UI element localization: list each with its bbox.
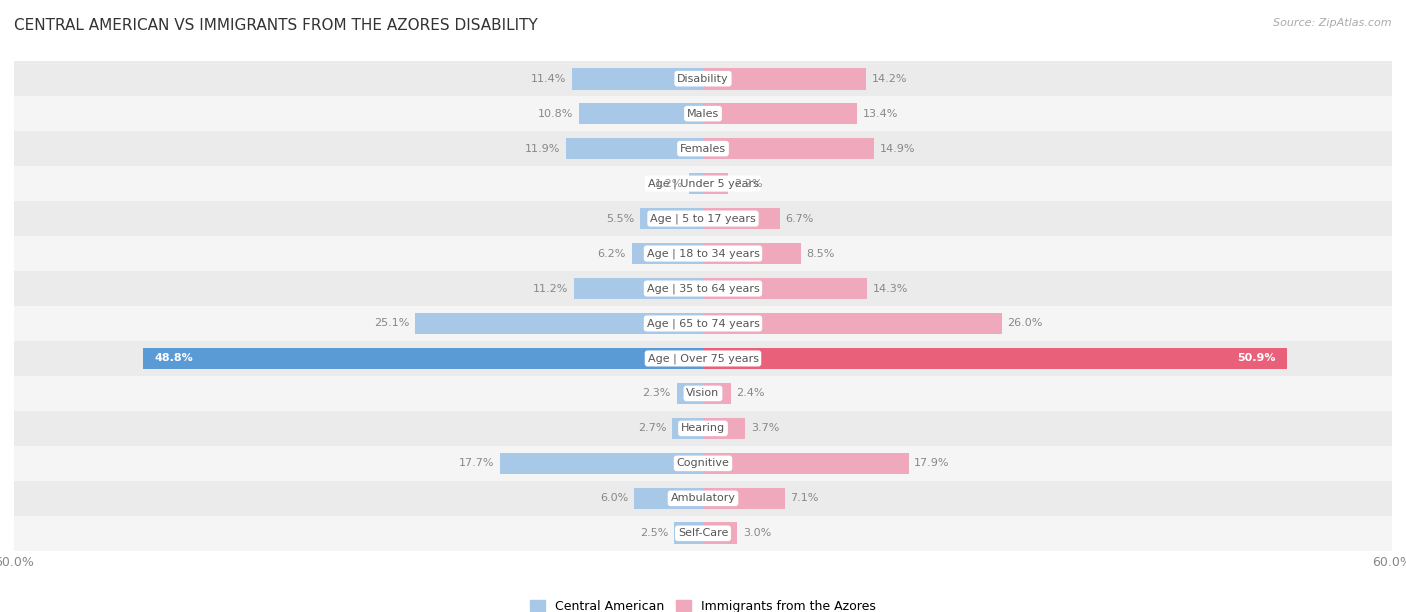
Text: Age | Over 75 years: Age | Over 75 years xyxy=(648,353,758,364)
Bar xyxy=(14,61,1392,96)
Bar xyxy=(703,138,875,160)
Bar xyxy=(703,452,908,474)
Bar xyxy=(14,166,1392,201)
Text: 17.9%: 17.9% xyxy=(914,458,950,468)
Text: 11.2%: 11.2% xyxy=(533,283,568,294)
Bar xyxy=(676,382,703,405)
Text: 8.5%: 8.5% xyxy=(807,248,835,258)
Text: 14.9%: 14.9% xyxy=(880,144,915,154)
Text: Age | 18 to 34 years: Age | 18 to 34 years xyxy=(647,248,759,259)
Bar xyxy=(703,207,780,230)
Text: 6.2%: 6.2% xyxy=(598,248,626,258)
Text: Age | 35 to 64 years: Age | 35 to 64 years xyxy=(647,283,759,294)
Bar xyxy=(675,523,703,544)
Text: 13.4%: 13.4% xyxy=(863,109,898,119)
Text: Cognitive: Cognitive xyxy=(676,458,730,468)
Bar xyxy=(634,488,703,509)
Text: 3.0%: 3.0% xyxy=(744,528,772,539)
Bar xyxy=(142,348,703,369)
Text: Females: Females xyxy=(681,144,725,154)
Bar xyxy=(14,201,1392,236)
Bar xyxy=(689,173,703,195)
Bar xyxy=(640,207,703,230)
Text: 2.5%: 2.5% xyxy=(640,528,669,539)
Bar xyxy=(703,103,856,124)
Text: Males: Males xyxy=(688,109,718,119)
Text: 50.9%: 50.9% xyxy=(1237,354,1277,364)
Text: Self-Care: Self-Care xyxy=(678,528,728,539)
Text: Vision: Vision xyxy=(686,389,720,398)
Bar xyxy=(14,376,1392,411)
Text: Source: ZipAtlas.com: Source: ZipAtlas.com xyxy=(1274,18,1392,28)
Bar xyxy=(703,313,1001,334)
Text: CENTRAL AMERICAN VS IMMIGRANTS FROM THE AZORES DISABILITY: CENTRAL AMERICAN VS IMMIGRANTS FROM THE … xyxy=(14,18,538,34)
Text: 5.5%: 5.5% xyxy=(606,214,634,223)
Text: 1.2%: 1.2% xyxy=(655,179,683,188)
Text: Age | Under 5 years: Age | Under 5 years xyxy=(648,178,758,189)
Text: Age | 5 to 17 years: Age | 5 to 17 years xyxy=(650,214,756,224)
Bar xyxy=(14,96,1392,131)
Bar xyxy=(703,278,868,299)
Bar xyxy=(703,417,745,439)
Bar xyxy=(14,271,1392,306)
Bar xyxy=(14,306,1392,341)
Text: 14.2%: 14.2% xyxy=(872,73,907,84)
Text: 2.3%: 2.3% xyxy=(643,389,671,398)
Bar xyxy=(14,446,1392,481)
Text: Age | 65 to 74 years: Age | 65 to 74 years xyxy=(647,318,759,329)
Bar xyxy=(672,417,703,439)
Bar xyxy=(631,243,703,264)
Text: 26.0%: 26.0% xyxy=(1007,318,1043,329)
Bar xyxy=(14,516,1392,551)
Bar xyxy=(14,411,1392,446)
Bar xyxy=(703,243,800,264)
Bar xyxy=(703,68,866,89)
Text: 25.1%: 25.1% xyxy=(374,318,409,329)
Bar xyxy=(572,68,703,89)
Text: 48.8%: 48.8% xyxy=(155,354,193,364)
Bar xyxy=(499,452,703,474)
Text: 10.8%: 10.8% xyxy=(538,109,574,119)
Text: 2.4%: 2.4% xyxy=(737,389,765,398)
Bar xyxy=(703,488,785,509)
Bar xyxy=(567,138,703,160)
Text: 17.7%: 17.7% xyxy=(458,458,494,468)
Bar xyxy=(14,131,1392,166)
Bar xyxy=(703,348,1288,369)
Bar xyxy=(14,341,1392,376)
Text: 2.7%: 2.7% xyxy=(638,424,666,433)
Text: Disability: Disability xyxy=(678,73,728,84)
Text: 11.4%: 11.4% xyxy=(531,73,567,84)
Bar xyxy=(14,481,1392,516)
Text: 7.1%: 7.1% xyxy=(790,493,818,503)
Text: 6.7%: 6.7% xyxy=(786,214,814,223)
Bar xyxy=(703,382,731,405)
Legend: Central American, Immigrants from the Azores: Central American, Immigrants from the Az… xyxy=(524,595,882,612)
Bar xyxy=(14,236,1392,271)
Text: 2.2%: 2.2% xyxy=(734,179,762,188)
Text: 11.9%: 11.9% xyxy=(526,144,561,154)
Text: 3.7%: 3.7% xyxy=(751,424,779,433)
Bar xyxy=(575,278,703,299)
Text: Hearing: Hearing xyxy=(681,424,725,433)
Bar xyxy=(415,313,703,334)
Text: 14.3%: 14.3% xyxy=(873,283,908,294)
Bar xyxy=(579,103,703,124)
Text: 6.0%: 6.0% xyxy=(600,493,628,503)
Bar xyxy=(703,173,728,195)
Bar xyxy=(703,523,738,544)
Text: Ambulatory: Ambulatory xyxy=(671,493,735,503)
